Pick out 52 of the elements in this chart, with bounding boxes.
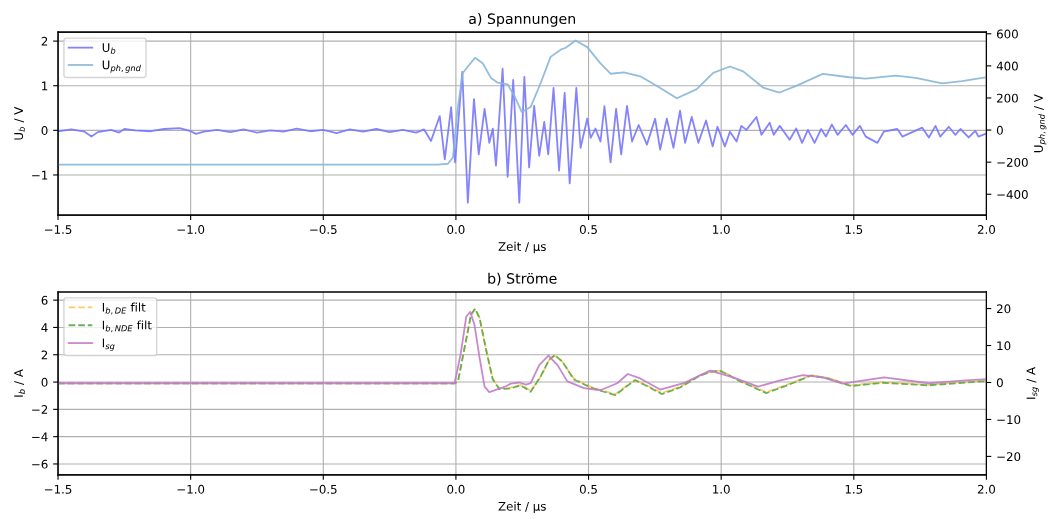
x-tick-label: 1.0	[713, 484, 730, 494]
y2-axis-title: I$_{sg}$ / A	[1026, 367, 1039, 399]
legend-label: I$_{b,DE}$ filt	[102, 302, 146, 315]
x-axis-title: Zeit / µs	[498, 241, 546, 254]
legend-label: U$_{b}$	[102, 43, 116, 54]
y-tick-label: 2	[41, 36, 48, 46]
x-tick-label: 0.0	[447, 225, 465, 234]
y-tick-label: 4	[41, 323, 48, 332]
y-tick-label: 2	[41, 350, 48, 360]
x-tick-label: −1.0	[177, 225, 205, 234]
y2-tick-label: 0	[996, 378, 1003, 388]
y2-axis-title: U$_{ph,gnd}$ / V	[1034, 94, 1047, 153]
x-tick-label: −1.5	[44, 484, 72, 494]
x-tick-label: 0.5	[579, 484, 597, 494]
x-tick-label: 1.5	[845, 225, 863, 234]
x-axis-title: Zeit / µs	[498, 501, 546, 514]
x-tick-label: 2.0	[977, 225, 996, 234]
y2-tick-label: 200	[997, 93, 1018, 103]
y2-tick-label: 400	[996, 61, 1018, 71]
x-tick-label: 0.5	[579, 225, 597, 234]
x-tick-label: −1.5	[44, 225, 72, 234]
y-axis-title: I$_{b}$ / A	[14, 369, 25, 397]
y2-tick-label: −10	[997, 415, 1021, 425]
y-tick-label: 6	[41, 295, 48, 305]
chart-title: b) Ströme	[488, 272, 557, 286]
x-tick-label: −0.5	[310, 484, 337, 494]
legend-label: U$_{ph,gnd}$	[102, 60, 141, 73]
legend-label: I$_{b,NDE}$ filt	[102, 320, 152, 333]
line-series	[58, 39, 987, 166]
x-tick-label: 1.5	[845, 484, 863, 494]
y-tick-label: −4	[32, 432, 48, 442]
y-axis-title: U$_{b}$ / V	[14, 106, 25, 140]
y2-tick-label: 10	[997, 341, 1011, 351]
y2-tick-label: −200	[997, 157, 1028, 167]
y2-tick-label: −20	[997, 452, 1021, 462]
x-tick-label: −1.0	[177, 484, 205, 494]
chart-title: a) Spannungen	[469, 13, 576, 27]
x-tick-label: −0.5	[310, 225, 337, 234]
x-tick-label: 0.0	[447, 484, 465, 494]
y2-tick-label: −400	[997, 189, 1028, 199]
y-tick-label: 0	[41, 126, 48, 135]
y2-tick-label: 0	[996, 125, 1003, 135]
x-tick-label: 1.0	[713, 225, 730, 234]
y-tick-label: 1	[42, 81, 48, 91]
y2-tick-label: 600	[996, 29, 1018, 39]
y-tick-label: −6	[32, 459, 48, 469]
y2-tick-label: 20	[997, 304, 1011, 314]
legend-label: I$_{sg}$	[102, 338, 115, 351]
y-tick-label: 0	[41, 377, 48, 387]
x-tick-label: 2.0	[977, 484, 996, 494]
y-tick-label: −2	[32, 405, 48, 414]
y-tick-label: −1	[32, 170, 48, 180]
